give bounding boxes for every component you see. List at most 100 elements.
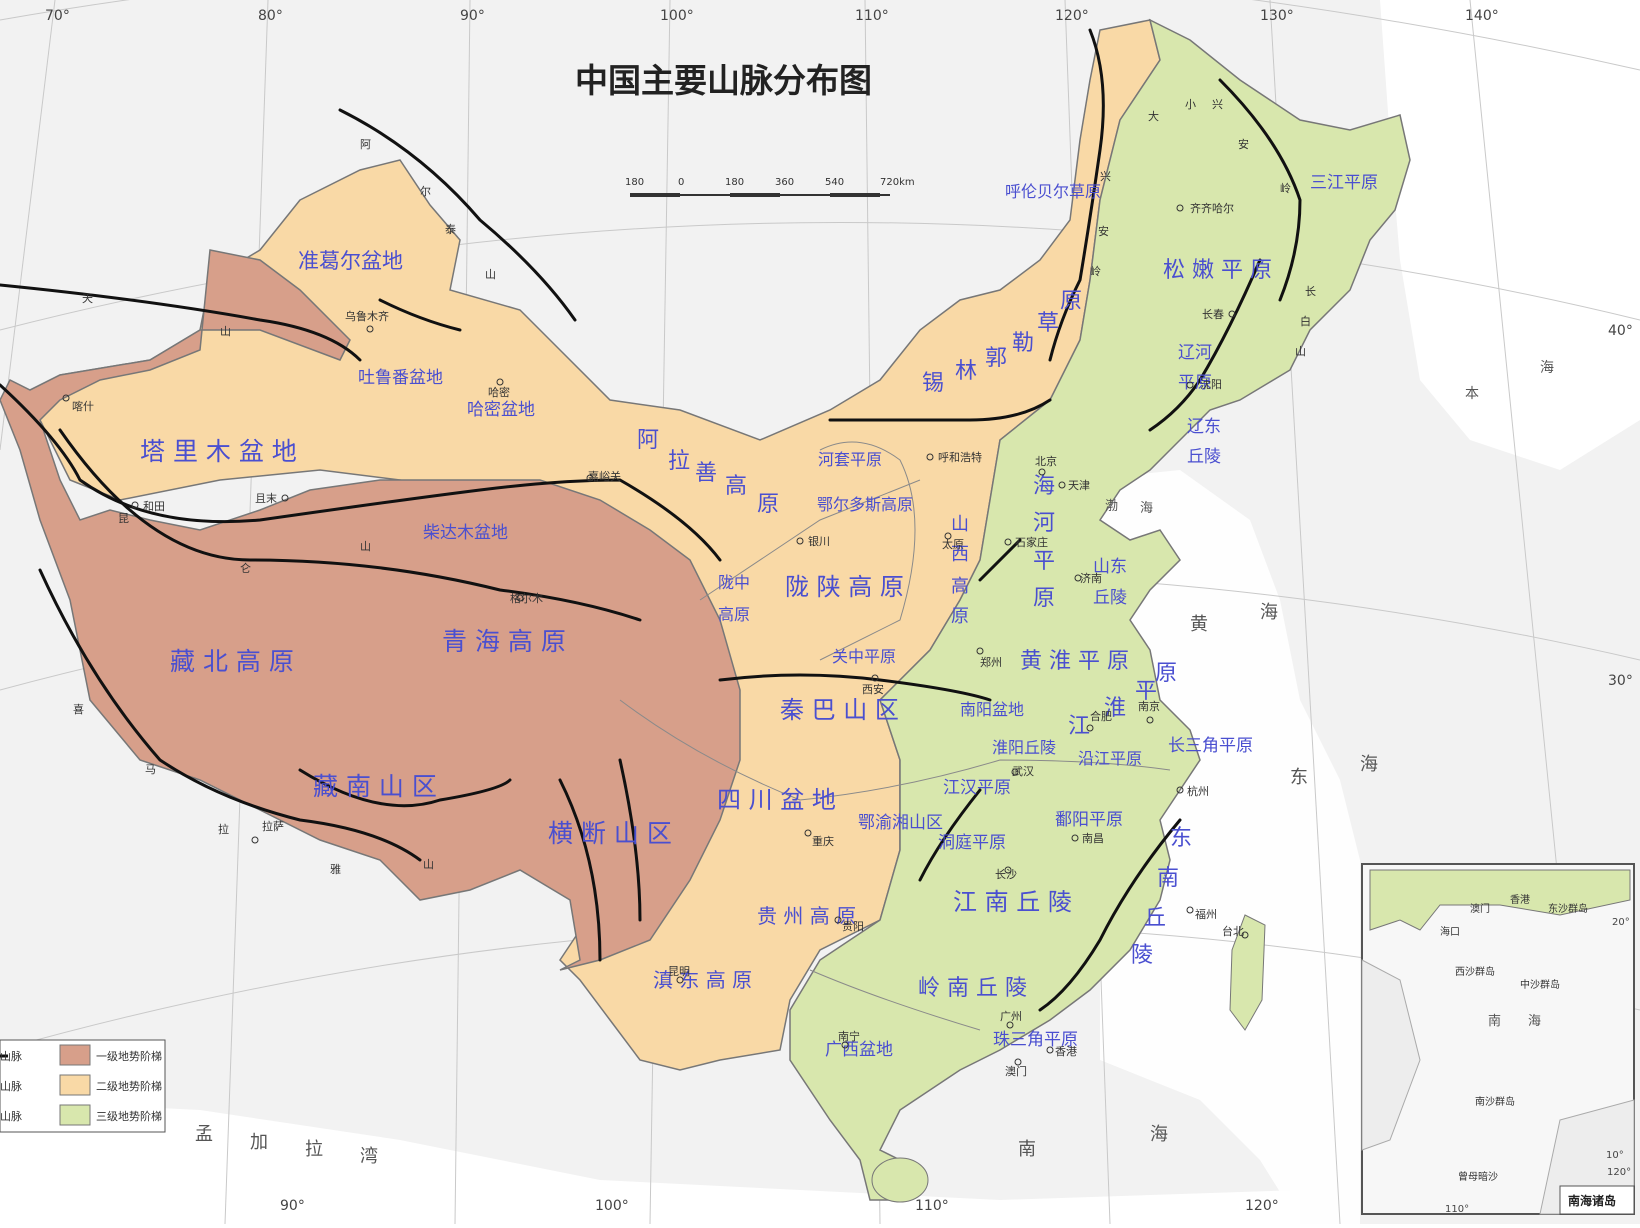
city-label: 济南 <box>1080 571 1102 585</box>
city-label: 昆明 <box>668 965 690 978</box>
city-label: 北京 <box>1035 454 1057 468</box>
legend-line-label: 山脉 <box>0 1079 22 1093</box>
scale-label: 180 <box>725 177 744 188</box>
region-label: 淮阳丘陵 <box>992 738 1056 757</box>
legend-label: 二级地势阶梯 <box>96 1079 162 1093</box>
inset-island: 澳门 <box>1470 902 1490 915</box>
city-label: 杭州 <box>1187 784 1209 798</box>
region-label: 原 <box>1033 586 1055 611</box>
legend-label: 三级地势阶梯 <box>96 1109 162 1123</box>
legend-label: 一级地势阶梯 <box>96 1049 162 1063</box>
region-label: 河 <box>1033 511 1055 536</box>
city-label: 长沙 <box>995 868 1017 881</box>
city-label: 哈密 <box>488 385 510 399</box>
region-label: 海 <box>1033 474 1055 499</box>
city-label: 澳门 <box>1005 1064 1027 1078</box>
region-label: 哈密盆地 <box>467 400 535 420</box>
inset-coord: 20° <box>1612 917 1630 928</box>
longitude-label: 130° <box>1260 8 1294 24</box>
legend-swatch-tier1 <box>59 1044 91 1066</box>
latitude-label: 30° <box>1608 673 1633 689</box>
region-label: 高 <box>951 576 969 597</box>
region-label: 塔 里 木 盆 地 <box>140 437 297 466</box>
region-label: 江 南 丘 陵 <box>953 888 1072 916</box>
longitude-label: 120° <box>1245 1198 1279 1214</box>
city-label: 台北 <box>1222 924 1244 938</box>
region-label: 陵 <box>1131 943 1153 968</box>
region-label: 藏 南 山 区 <box>313 772 437 801</box>
region-label: 准葛尔盆地 <box>298 249 403 273</box>
city-label: 喀什 <box>72 400 94 413</box>
mountain-glyph: 昆 <box>118 512 129 525</box>
region-label: 陇中 <box>718 573 750 592</box>
hainan-island <box>871 1157 929 1203</box>
inset-island: 中沙群岛 <box>1520 978 1560 991</box>
city-label: 合肥 <box>1090 709 1112 723</box>
region-label: 平原 <box>1178 373 1212 393</box>
sea-label: 海 <box>1150 1124 1168 1145</box>
region-label: 南阳盆地 <box>960 700 1024 719</box>
rivers <box>619 441 1171 1031</box>
mountain-glyph: 岭 <box>1280 181 1291 195</box>
sea-label: 孟 <box>195 1124 213 1145</box>
city-label: 广州 <box>1000 1010 1022 1023</box>
region-label: 吐鲁番盆地 <box>358 368 443 388</box>
inset-island: 南沙群岛 <box>1475 1095 1515 1108</box>
city-label: 重庆 <box>812 834 834 848</box>
mountain-glyph: 山 <box>360 540 371 553</box>
region-labels: 准葛尔盆地 吐鲁番盆地 哈密盆地 塔 里 木 盆 地 柴达木盆地 藏 北 高 原… <box>140 173 1378 1060</box>
taiwan-island <box>1229 914 1266 1031</box>
region-label: 山东 <box>1093 557 1127 577</box>
region-label: 高原 <box>718 605 750 624</box>
city-label: 南昌 <box>1082 832 1104 845</box>
longitude-label: 110° <box>915 1198 949 1214</box>
city-label: 银川 <box>808 534 830 548</box>
city-label: 南京 <box>1138 699 1160 713</box>
city-label: 和田 <box>143 500 165 513</box>
mountain-glyph: 尔 <box>420 185 431 198</box>
region-label: 善 <box>695 461 717 486</box>
inset-coord: 120° <box>1607 1167 1631 1178</box>
city-label: 郑州 <box>980 655 1002 669</box>
mountain-glyph: 山 <box>220 325 231 338</box>
city-label: 石家庄 <box>1015 535 1048 549</box>
region-label: 广西盆地 <box>825 1040 893 1060</box>
region-label: 勒 <box>1012 331 1034 356</box>
region-label: 原 <box>1155 661 1177 686</box>
region-label: 鄱阳平原 <box>1055 810 1123 830</box>
region-label: 平 <box>1033 549 1055 574</box>
region-label: 横 断 山 区 <box>548 819 672 848</box>
city-label: 长春 <box>1202 308 1224 321</box>
sea-label: 海 <box>1540 360 1554 376</box>
south-sea-inset: 香港 澳门 东沙群岛 海口 西沙群岛 中沙群岛 南沙群岛 曾母暗沙 南 海 20… <box>1361 863 1635 1215</box>
city-label: 齐齐哈尔 <box>1190 201 1234 215</box>
region-label: 林 <box>955 359 977 384</box>
scale-label: 360 <box>775 177 794 188</box>
city-label: 嘉峪关 <box>588 469 621 483</box>
region-label: 滇 东 高 原 <box>653 968 752 992</box>
longitude-label: 100° <box>660 8 694 24</box>
region-label: 平 <box>1135 679 1157 704</box>
inset-coord: 10° <box>1606 1150 1624 1161</box>
mountain-glyph: 长 <box>1305 285 1316 298</box>
region-label: 柴达木盆地 <box>423 523 508 543</box>
region-label: 洞庭平原 <box>938 833 1006 853</box>
region-label: 长三角平原 <box>1168 736 1253 756</box>
region-label: 原 <box>1060 289 1082 314</box>
longitude-label: 120° <box>1055 8 1089 24</box>
mountain-glyph: 岭 <box>1090 264 1101 278</box>
mountain-glyph: 天 <box>82 292 93 305</box>
sea-label: 南 <box>1018 1139 1036 1160</box>
sea-label: 海 <box>1260 602 1278 623</box>
inset-island: 海口 <box>1440 925 1460 938</box>
scale-label: 180 <box>625 177 644 188</box>
tier3-region <box>789 18 1411 1201</box>
region-label: 辽东 <box>1187 417 1221 437</box>
scale-label: 540 <box>825 177 844 188</box>
inset-island: 东沙群岛 <box>1548 902 1588 915</box>
inset-sea: 南 <box>1488 1013 1501 1029</box>
longitude-label: 70° <box>45 8 70 24</box>
longitude-label: 90° <box>460 8 485 24</box>
region-label: 藏 北 高 原 <box>170 647 294 676</box>
region-label: 松 嫩 平 原 <box>1163 258 1272 283</box>
